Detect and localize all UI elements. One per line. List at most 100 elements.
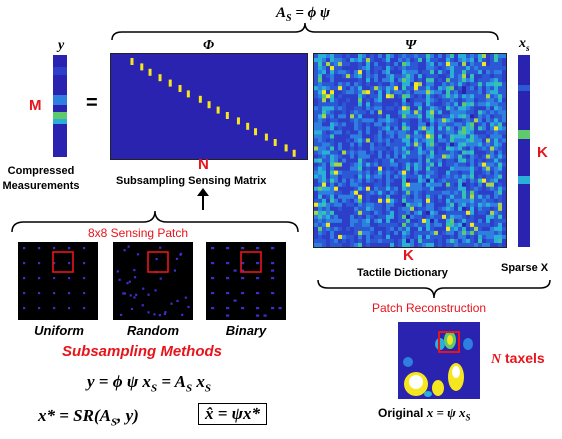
psi-cell: [422, 86, 427, 91]
psi-cell: [414, 214, 419, 220]
patch-dot: [83, 307, 86, 310]
psi-cell: [382, 102, 387, 107]
psi-cell: [502, 78, 506, 83]
psi-cell: [390, 82, 395, 87]
patch-dot: [130, 307, 134, 311]
psi-cell: [458, 198, 463, 204]
psi-cell: [462, 78, 467, 83]
psi-cell: [390, 126, 395, 131]
psi-cell: [466, 214, 471, 220]
psi-cell: [346, 162, 351, 167]
psi-cell: [354, 62, 359, 67]
psi-cell: [330, 202, 335, 208]
recon-blob: [432, 380, 444, 396]
psi-cell: [342, 146, 347, 151]
psi-cell: [450, 190, 455, 196]
psi-cell: [462, 114, 467, 119]
psi-cell: [454, 66, 459, 71]
psi-cell: [454, 74, 459, 79]
psi-cell: [318, 190, 323, 196]
psi-cell: [494, 194, 499, 200]
psi-cell: [374, 62, 379, 67]
psi-cell: [322, 74, 327, 79]
psi-cell: [334, 230, 339, 236]
psi-cell: [390, 130, 395, 135]
psi-cell: [430, 114, 435, 119]
psi-cell: [498, 198, 503, 204]
psi-cell: [314, 194, 319, 200]
psi-cell: [442, 214, 447, 220]
psi-cell: [490, 186, 495, 192]
psi-cell: [446, 214, 451, 220]
psi-cell: [406, 130, 411, 135]
psi-cell: [434, 218, 439, 224]
psi-cell: [462, 150, 467, 155]
psi-cell: [366, 182, 371, 188]
psi-cell: [414, 66, 419, 71]
psi-cell: [490, 194, 495, 200]
psi-cell: [394, 130, 399, 135]
psi-cell: [454, 222, 459, 228]
psi-cell: [398, 230, 403, 236]
psi-cell: [390, 230, 395, 236]
psi-cell: [462, 194, 467, 200]
psi-cell: [494, 150, 499, 155]
psi-cell: [478, 242, 483, 247]
psi-cell: [354, 162, 359, 167]
psi-cell: [330, 106, 335, 111]
psi-cell: [390, 170, 395, 176]
psi-cell: [370, 154, 375, 159]
psi-cell: [334, 106, 339, 111]
psi-cell: [482, 202, 487, 208]
psi-cell: [402, 98, 407, 103]
psi-cell: [322, 198, 327, 204]
psi-cell: [478, 178, 483, 184]
psi-cell: [386, 126, 391, 131]
psi-cell: [494, 82, 499, 87]
xs-vector: [518, 55, 530, 247]
psi-cell: [342, 218, 347, 224]
psi-cell: [446, 134, 451, 139]
psi-cell: [378, 182, 383, 188]
psi-cell: [494, 218, 499, 224]
psi-cell: [390, 174, 395, 180]
psi-cell: [434, 190, 439, 196]
psi-cell: [426, 198, 431, 204]
psi-cell: [422, 198, 427, 204]
psi-cell: [374, 74, 379, 79]
psi-cell: [470, 54, 475, 59]
psi-cell: [374, 66, 379, 71]
psi-cell: [462, 138, 467, 143]
psi-cell: [482, 170, 487, 176]
psi-cell: [314, 202, 319, 208]
psi-cell: [406, 190, 411, 196]
original-label: Original x = ψ xS: [378, 405, 471, 422]
psi-cell: [478, 126, 483, 131]
psi-cell: [358, 90, 363, 95]
uniform-patch: [18, 242, 98, 320]
psi-cell: [330, 206, 335, 212]
patch-dot: [68, 277, 71, 280]
psi-cell: [322, 94, 327, 99]
psi-cell: [342, 226, 347, 232]
psi-cell: [446, 70, 451, 75]
psi-cell: [406, 154, 411, 159]
patch-dot: [159, 277, 162, 280]
psi-cell: [366, 170, 371, 176]
psi-cell: [490, 74, 495, 79]
psi-cell: [386, 94, 391, 99]
psi-cell: [430, 166, 435, 172]
psi-cell: [362, 86, 367, 91]
psi-cell: [338, 74, 343, 79]
psi-cell: [362, 150, 367, 155]
psi-cell: [502, 166, 506, 172]
psi-cell: [494, 182, 499, 188]
psi-cell: [334, 226, 339, 232]
psi-cell: [330, 190, 335, 196]
psi-cell: [490, 182, 495, 188]
psi-cell: [390, 98, 395, 103]
psi-cell: [342, 82, 347, 87]
psi-cell: [434, 178, 439, 184]
psi-cell: [498, 158, 503, 163]
psi-cell: [434, 238, 439, 244]
